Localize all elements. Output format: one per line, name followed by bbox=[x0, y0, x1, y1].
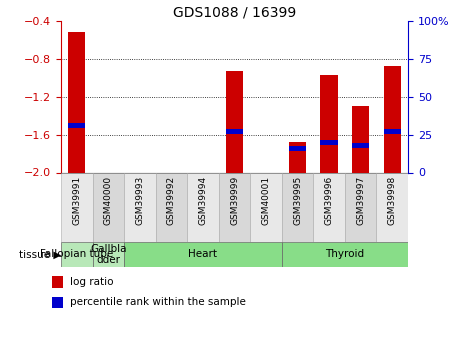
Text: Heart: Heart bbox=[189, 249, 218, 259]
Text: tissue ▶: tissue ▶ bbox=[19, 249, 61, 259]
Bar bbox=[52, 297, 62, 308]
Bar bbox=[124, 172, 156, 242]
Bar bbox=[219, 172, 250, 242]
Text: Fallopian tube: Fallopian tube bbox=[40, 249, 113, 259]
Text: GSM39994: GSM39994 bbox=[198, 176, 207, 225]
Text: GSM39997: GSM39997 bbox=[356, 176, 365, 225]
Bar bbox=[320, 139, 338, 145]
Bar bbox=[352, 106, 370, 172]
Text: GSM39991: GSM39991 bbox=[72, 176, 81, 225]
Text: percentile rank within the sample: percentile rank within the sample bbox=[70, 297, 246, 307]
Bar bbox=[68, 32, 85, 173]
Bar bbox=[345, 172, 377, 242]
Text: GSM39999: GSM39999 bbox=[230, 176, 239, 225]
Bar bbox=[226, 71, 243, 172]
Bar bbox=[92, 172, 124, 242]
Bar bbox=[384, 129, 401, 134]
Bar bbox=[226, 129, 243, 134]
Bar bbox=[61, 241, 92, 267]
Bar bbox=[61, 172, 92, 242]
Text: GSM39993: GSM39993 bbox=[136, 176, 144, 225]
Bar bbox=[187, 172, 219, 242]
Text: log ratio: log ratio bbox=[70, 277, 113, 287]
Text: GSM39996: GSM39996 bbox=[325, 176, 333, 225]
Bar bbox=[282, 241, 408, 267]
Bar bbox=[52, 276, 62, 288]
Text: GSM39995: GSM39995 bbox=[293, 176, 302, 225]
Bar bbox=[377, 172, 408, 242]
Text: Gallbla
dder: Gallbla dder bbox=[90, 244, 127, 265]
Text: GSM39998: GSM39998 bbox=[388, 176, 397, 225]
Bar bbox=[289, 146, 306, 151]
Text: GSM40001: GSM40001 bbox=[262, 176, 271, 225]
Bar bbox=[92, 241, 124, 267]
Bar bbox=[289, 142, 306, 172]
Bar bbox=[68, 123, 85, 128]
Text: Thyroid: Thyroid bbox=[325, 249, 364, 259]
Bar bbox=[313, 172, 345, 242]
Bar bbox=[124, 241, 282, 267]
Text: GSM40000: GSM40000 bbox=[104, 176, 113, 225]
Bar bbox=[250, 172, 282, 242]
Bar bbox=[320, 75, 338, 172]
Bar bbox=[282, 172, 313, 242]
Title: GDS1088 / 16399: GDS1088 / 16399 bbox=[173, 6, 296, 20]
Bar bbox=[352, 142, 370, 148]
Text: GSM39992: GSM39992 bbox=[167, 176, 176, 225]
Bar bbox=[384, 66, 401, 172]
Bar bbox=[156, 172, 187, 242]
